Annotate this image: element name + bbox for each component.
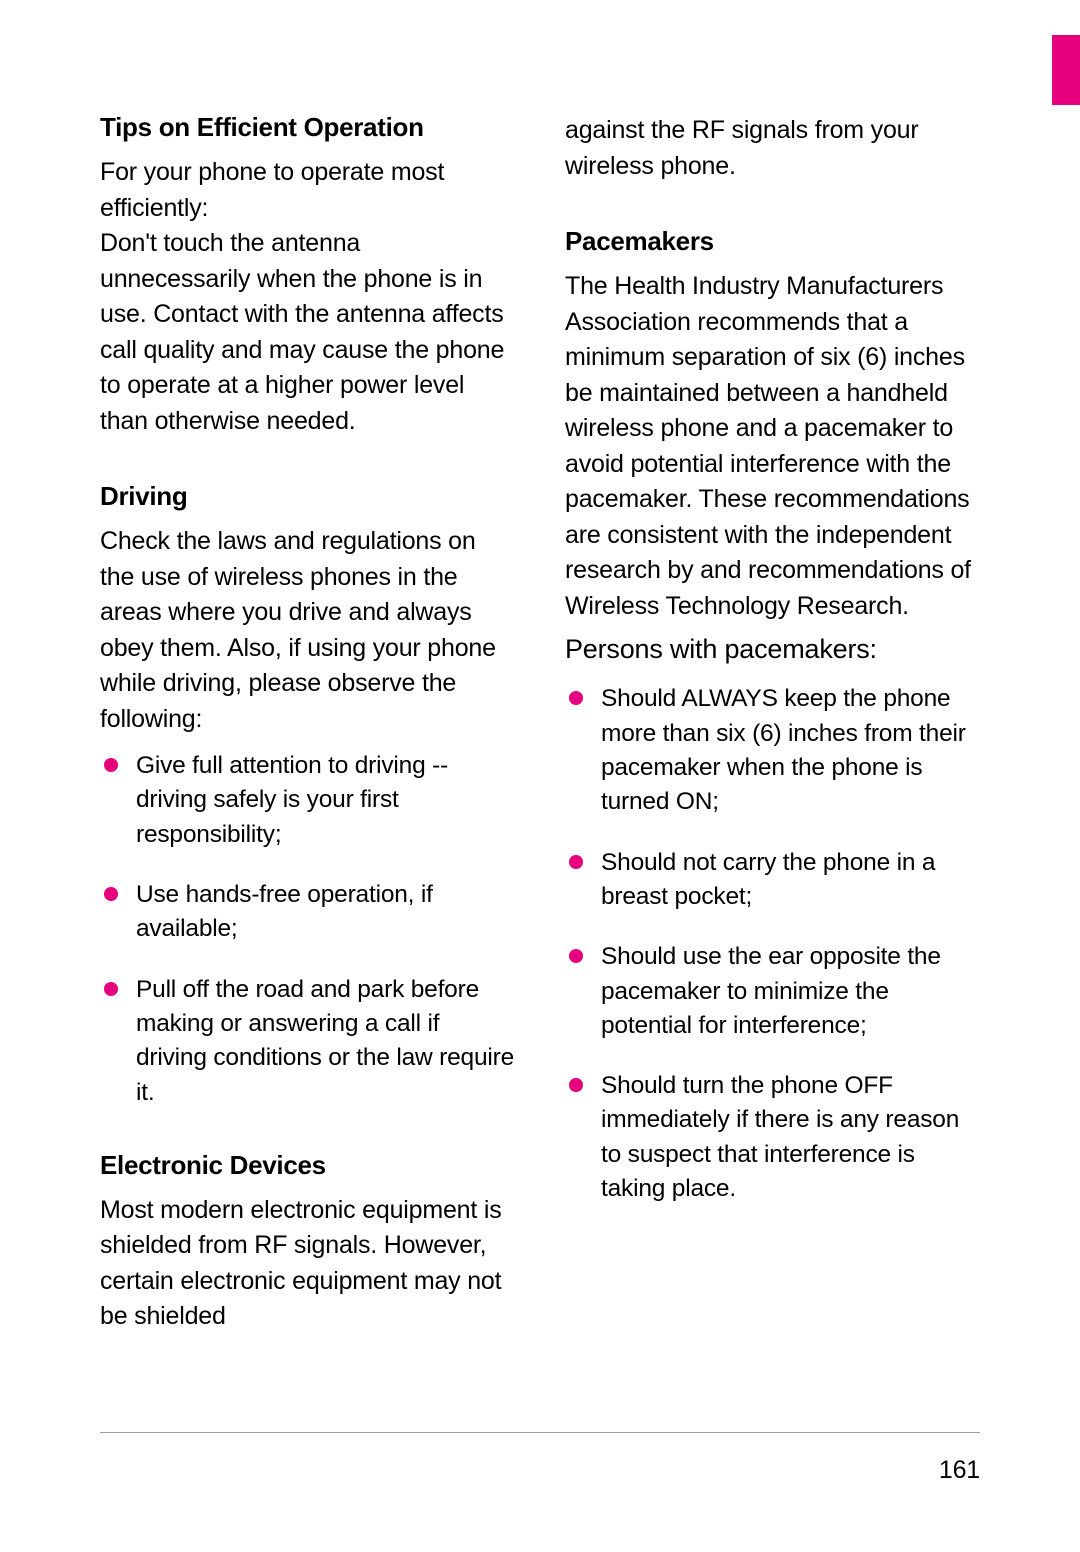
right-column: against the RF signals from your wireles… <box>565 110 980 1347</box>
list-item: Use hands-free operation, if available; <box>100 878 515 947</box>
list-item: Pull off the road and park before making… <box>100 973 515 1110</box>
body-text: against the RF signals from your wireles… <box>565 113 980 184</box>
body-text: Don't touch the antenna unnecessarily wh… <box>100 226 515 439</box>
footer-rule <box>100 1432 980 1433</box>
bullet-list: Give full attention to driving -- drivin… <box>100 749 515 1110</box>
left-column: Tips on Efficient Operation For your pho… <box>100 110 515 1347</box>
side-tab <box>1052 35 1080 105</box>
heading-pacemakers: Pacemakers <box>565 224 980 259</box>
bullet-list: Should ALWAYS keep the phone more than s… <box>565 682 980 1206</box>
body-text: Most modern electronic equipment is shie… <box>100 1193 515 1335</box>
page-content: Tips on Efficient Operation For your pho… <box>100 110 980 1347</box>
page-number: 161 <box>939 1456 980 1485</box>
subheading-persons: Persons with pacemakers: <box>565 630 980 668</box>
heading-driving: Driving <box>100 479 515 514</box>
body-text: Check the laws and regulations on the us… <box>100 524 515 737</box>
heading-electronic: Electronic Devices <box>100 1148 515 1183</box>
list-item: Should ALWAYS keep the phone more than s… <box>565 682 980 819</box>
body-text: The Health Industry Manufacturers Associ… <box>565 269 980 624</box>
list-item: Should not carry the phone in a breast p… <box>565 846 980 915</box>
list-item: Should turn the phone OFF immediately if… <box>565 1069 980 1206</box>
heading-tips: Tips on Efficient Operation <box>100 110 515 145</box>
body-text: For your phone to operate most efficient… <box>100 155 515 226</box>
list-item: Give full attention to driving -- drivin… <box>100 749 515 852</box>
list-item: Should use the ear opposite the pacemake… <box>565 940 980 1043</box>
